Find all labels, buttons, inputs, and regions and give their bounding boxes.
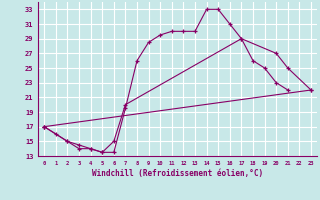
X-axis label: Windchill (Refroidissement éolien,°C): Windchill (Refroidissement éolien,°C) <box>92 169 263 178</box>
